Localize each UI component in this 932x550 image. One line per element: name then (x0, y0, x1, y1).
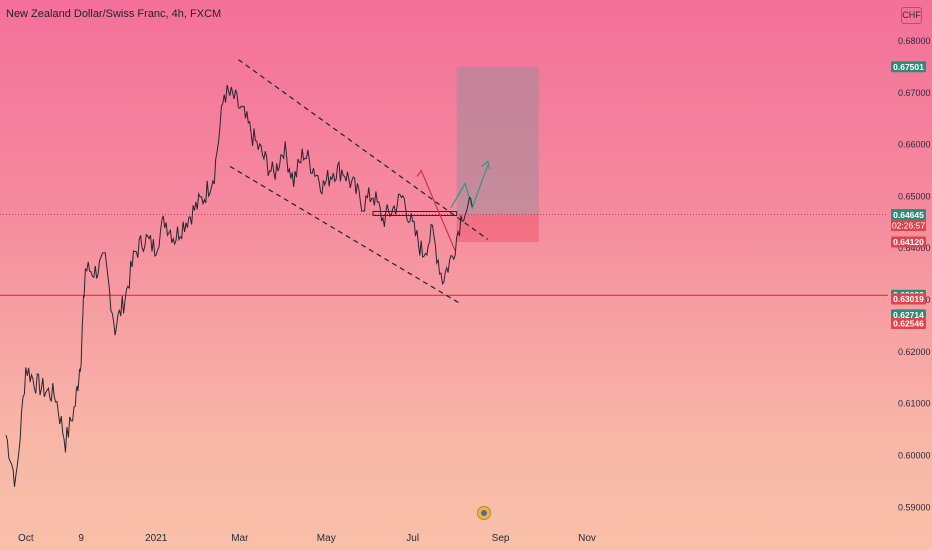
price-badge (891, 293, 926, 305)
y-tick-label: 0.67000 (898, 88, 931, 98)
y-tick-label: 0.68000 (898, 36, 931, 46)
price-badge-label: 0.64120 (893, 237, 924, 247)
price-labels: 0.675010.6465102:26:570.646450.641200.63… (891, 61, 926, 330)
y-tick-label: 0.64000 (898, 243, 931, 253)
currency-button[interactable]: CHF (901, 7, 922, 24)
channel-upper-line (238, 59, 489, 240)
x-tick-label: May (317, 533, 336, 544)
x-tick-label: Oct (18, 533, 34, 544)
red-trend-line (416, 169, 456, 252)
price-series (5, 84, 473, 487)
price-badge-label: 0.64645 (893, 210, 924, 220)
price-badge (891, 309, 926, 321)
projection-path (450, 165, 489, 210)
event-marker-dot (481, 510, 487, 516)
price-badge-countdown: 02:26:57 (892, 220, 925, 230)
breakout-level (372, 210, 458, 216)
price-badge (891, 209, 926, 221)
stop-zone (456, 214, 539, 242)
price-badge-label: 0.62546 (893, 319, 924, 329)
price-badge (891, 61, 926, 73)
y-tick-label: 0.62000 (898, 347, 931, 357)
projection-arrowhead (481, 160, 491, 170)
price-line (5, 84, 473, 487)
x-tick-label: Jul (406, 533, 419, 544)
x-tick-label: 9 (78, 533, 84, 544)
price-axis: 0.680000.670000.660000.650000.640000.630… (898, 36, 931, 512)
y-tick-label: 0.60000 (898, 450, 931, 460)
drawings-layer (0, 59, 888, 304)
chart-title: New Zealand Dollar/Swiss Franc, 4h, FXCM (6, 8, 222, 20)
y-tick-label: 0.66000 (898, 140, 931, 150)
x-tick-label: Mar (231, 533, 249, 544)
target-zone (456, 66, 539, 215)
price-badge (891, 236, 926, 248)
y-tick-label: 0.65000 (898, 191, 931, 201)
x-tick-label: 2021 (145, 533, 168, 544)
channel-lower-line (229, 165, 460, 304)
x-tick-label: Sep (492, 533, 510, 544)
y-tick-label: 0.61000 (898, 399, 931, 409)
y-tick-label: 0.59000 (898, 502, 931, 512)
price-badge-label: 0.67501 (893, 62, 924, 72)
price-badge-label: 0.63019 (893, 294, 924, 304)
misc-layer (477, 506, 491, 520)
price-badge-label: 0.62714 (893, 310, 924, 320)
price-badge (891, 318, 926, 330)
x-tick-label: Nov (578, 533, 596, 544)
time-axis: Oct 9 2021 Mar May Jul Sep Nov (18, 533, 596, 544)
